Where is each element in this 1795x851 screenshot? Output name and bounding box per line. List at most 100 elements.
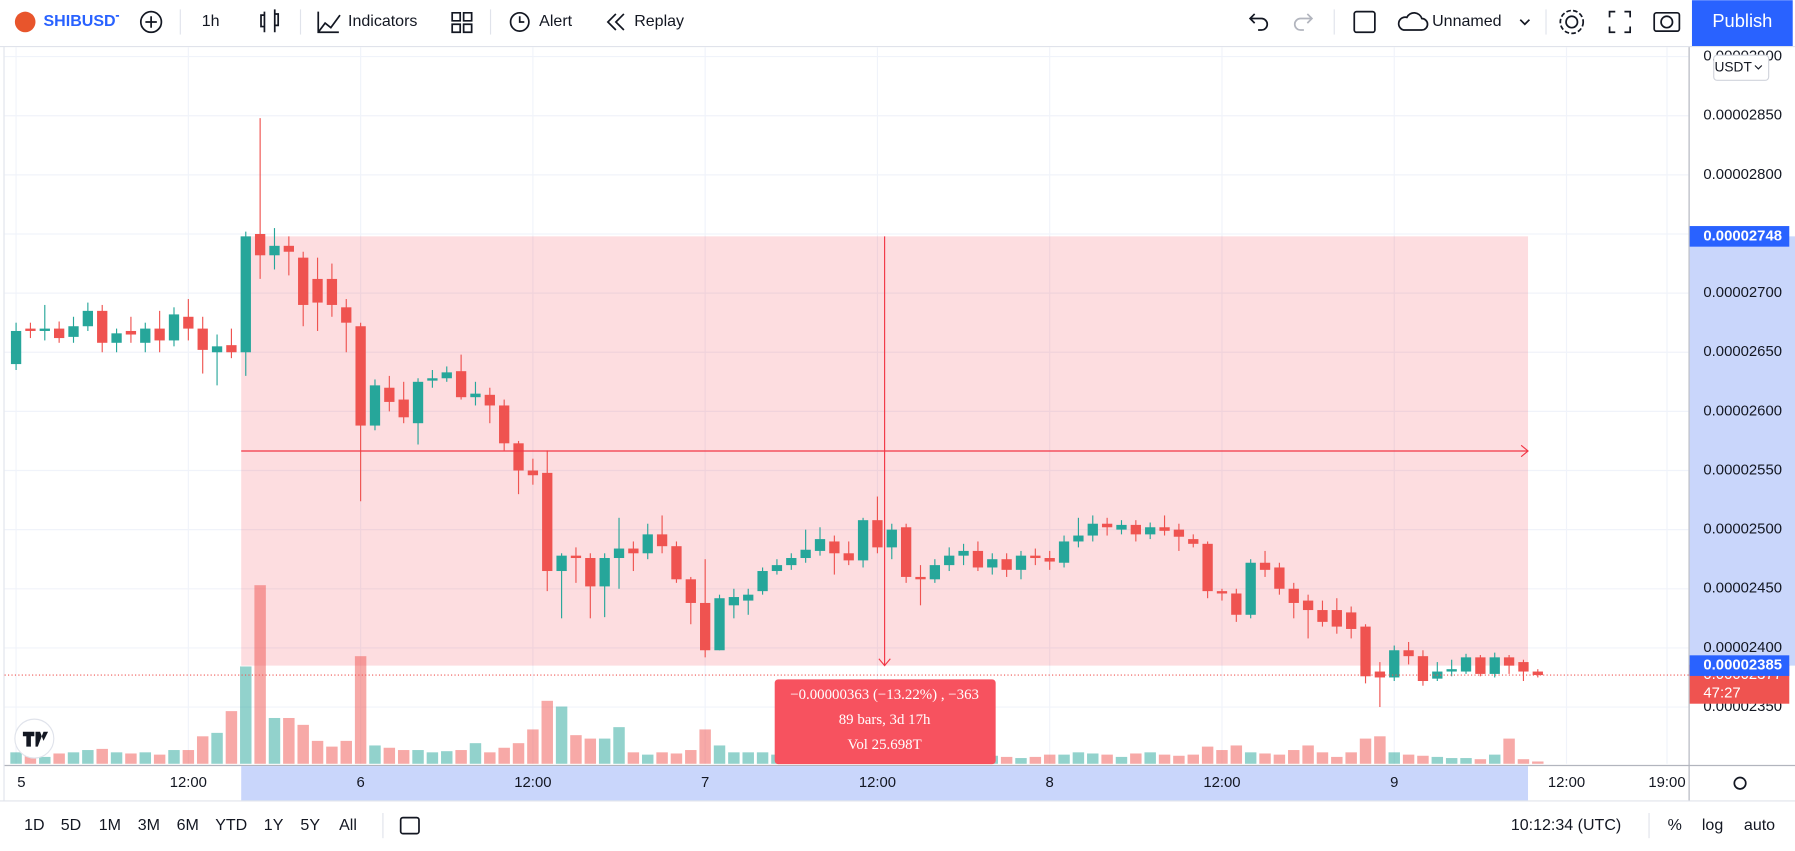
volume-bar [82, 750, 94, 764]
volume-bar [1359, 738, 1372, 764]
countdown: 47:27 [1703, 685, 1740, 701]
candle-body [786, 558, 797, 566]
interval[interactable]: 1h [202, 12, 220, 30]
symbol[interactable]: SHIBUSDT [44, 12, 126, 30]
volume-bar [484, 752, 496, 764]
axis-settings-icon[interactable] [1733, 776, 1747, 790]
volume-bar [153, 754, 166, 764]
x-tick-label: 12:00 [170, 775, 207, 791]
candle-body [987, 559, 998, 568]
volume-bar [455, 750, 467, 764]
volume-bar [1302, 745, 1314, 764]
scale-option[interactable]: % [1668, 816, 1682, 834]
settings-icon[interactable] [1565, 15, 1579, 29]
candle-body [1259, 562, 1271, 570]
candle-body [53, 328, 65, 339]
volume-bar [268, 717, 281, 764]
redo[interactable] [1293, 13, 1314, 31]
volume-bar [1445, 758, 1458, 764]
price-label-bg [1689, 655, 1790, 676]
range-button[interactable]: 6M [177, 816, 199, 834]
publish-button-bg[interactable] [1691, 0, 1793, 47]
volume-bar [685, 750, 697, 764]
volume-bar [1532, 761, 1544, 764]
candle-body [800, 549, 811, 559]
layout-caret[interactable] [1519, 19, 1531, 26]
alert-icon-hand [518, 16, 525, 23]
volume-bar [1460, 758, 1472, 764]
price-range-highlight [1689, 236, 1795, 666]
candle-body [82, 310, 94, 327]
candle-body [298, 257, 309, 305]
candle-body [685, 579, 696, 603]
range-button[interactable]: All [339, 816, 357, 834]
clock[interactable]: 10:12:34 (UTC) [1511, 816, 1621, 834]
candle-body [1360, 626, 1371, 677]
volume-bar [1431, 756, 1444, 764]
publish-button[interactable]: Publish [1712, 10, 1772, 31]
scale-option[interactable]: auto [1744, 816, 1775, 834]
range-button[interactable]: 1D [24, 816, 44, 834]
candle-body [484, 394, 495, 406]
volume-bar [1072, 752, 1085, 764]
date-range-icon[interactable] [399, 816, 420, 835]
range-button[interactable]: 3M [138, 816, 160, 834]
measure-label: Vol 25.698T [848, 737, 922, 753]
replay-button[interactable]: Replay [634, 12, 684, 30]
candle-body [441, 372, 452, 379]
indicators-button[interactable]: Indicators [348, 12, 417, 30]
range-button[interactable]: 1M [99, 816, 121, 834]
replay-icon [606, 13, 625, 31]
x-tick-label: 12:00 [1548, 775, 1585, 791]
candle-body [355, 326, 366, 426]
volume-bar [53, 753, 65, 764]
grid [4, 47, 1689, 764]
candle-body [585, 558, 596, 587]
volume-bar [1388, 752, 1400, 764]
snapshot-icon[interactable] [1653, 11, 1681, 32]
candle-body [97, 310, 108, 343]
templates-icon[interactable] [451, 11, 473, 34]
fullscreen-icon[interactable] [1608, 10, 1632, 34]
currency-button-bg[interactable] [1713, 54, 1770, 81]
candle-body [743, 594, 754, 601]
alert-button[interactable]: Alert [539, 12, 572, 30]
range-button[interactable]: 5D [61, 816, 81, 834]
volume-bar [613, 727, 625, 764]
range-button[interactable]: 5Y [300, 816, 320, 834]
candle-body [1087, 523, 1098, 536]
logo-bg[interactable] [14, 718, 55, 759]
volume-bar [1216, 750, 1228, 764]
scale-option[interactable]: log [1702, 816, 1723, 834]
layout-icon[interactable] [1353, 10, 1376, 34]
candle-body [757, 571, 768, 592]
volume-bar [254, 585, 266, 764]
candle-body [211, 346, 223, 353]
candle-body [226, 345, 237, 353]
volume-bar [326, 746, 338, 764]
measure-horizontal-arrow [1520, 444, 1529, 458]
add-symbol[interactable] [139, 10, 163, 34]
volume-bar [1187, 754, 1199, 764]
candle-body [1417, 656, 1429, 682]
candle-body [1145, 527, 1156, 535]
candle-body [283, 245, 294, 252]
currency-button[interactable]: USDT [1715, 59, 1753, 74]
candle-body [1446, 669, 1457, 672]
volume-bar [240, 666, 252, 764]
layout-name[interactable]: Unnamed [1432, 12, 1501, 30]
candle-body [1058, 541, 1070, 563]
candle-body [1518, 662, 1529, 672]
candle-body [1317, 610, 1328, 622]
volume-bar [96, 748, 108, 764]
chart-type-icon[interactable] [260, 9, 280, 33]
x-tick-label: 6 [356, 775, 364, 791]
x-tick-label: 12:00 [514, 775, 551, 791]
undo[interactable] [1248, 13, 1269, 31]
range-button[interactable]: YTD [215, 816, 247, 834]
volume-bar [1244, 752, 1257, 764]
measure-label-bg [774, 679, 996, 765]
y-tick-label: 0.00002700 [1703, 285, 1782, 301]
range-button[interactable]: 1Y [264, 816, 284, 834]
time-range-highlight [241, 766, 1529, 801]
